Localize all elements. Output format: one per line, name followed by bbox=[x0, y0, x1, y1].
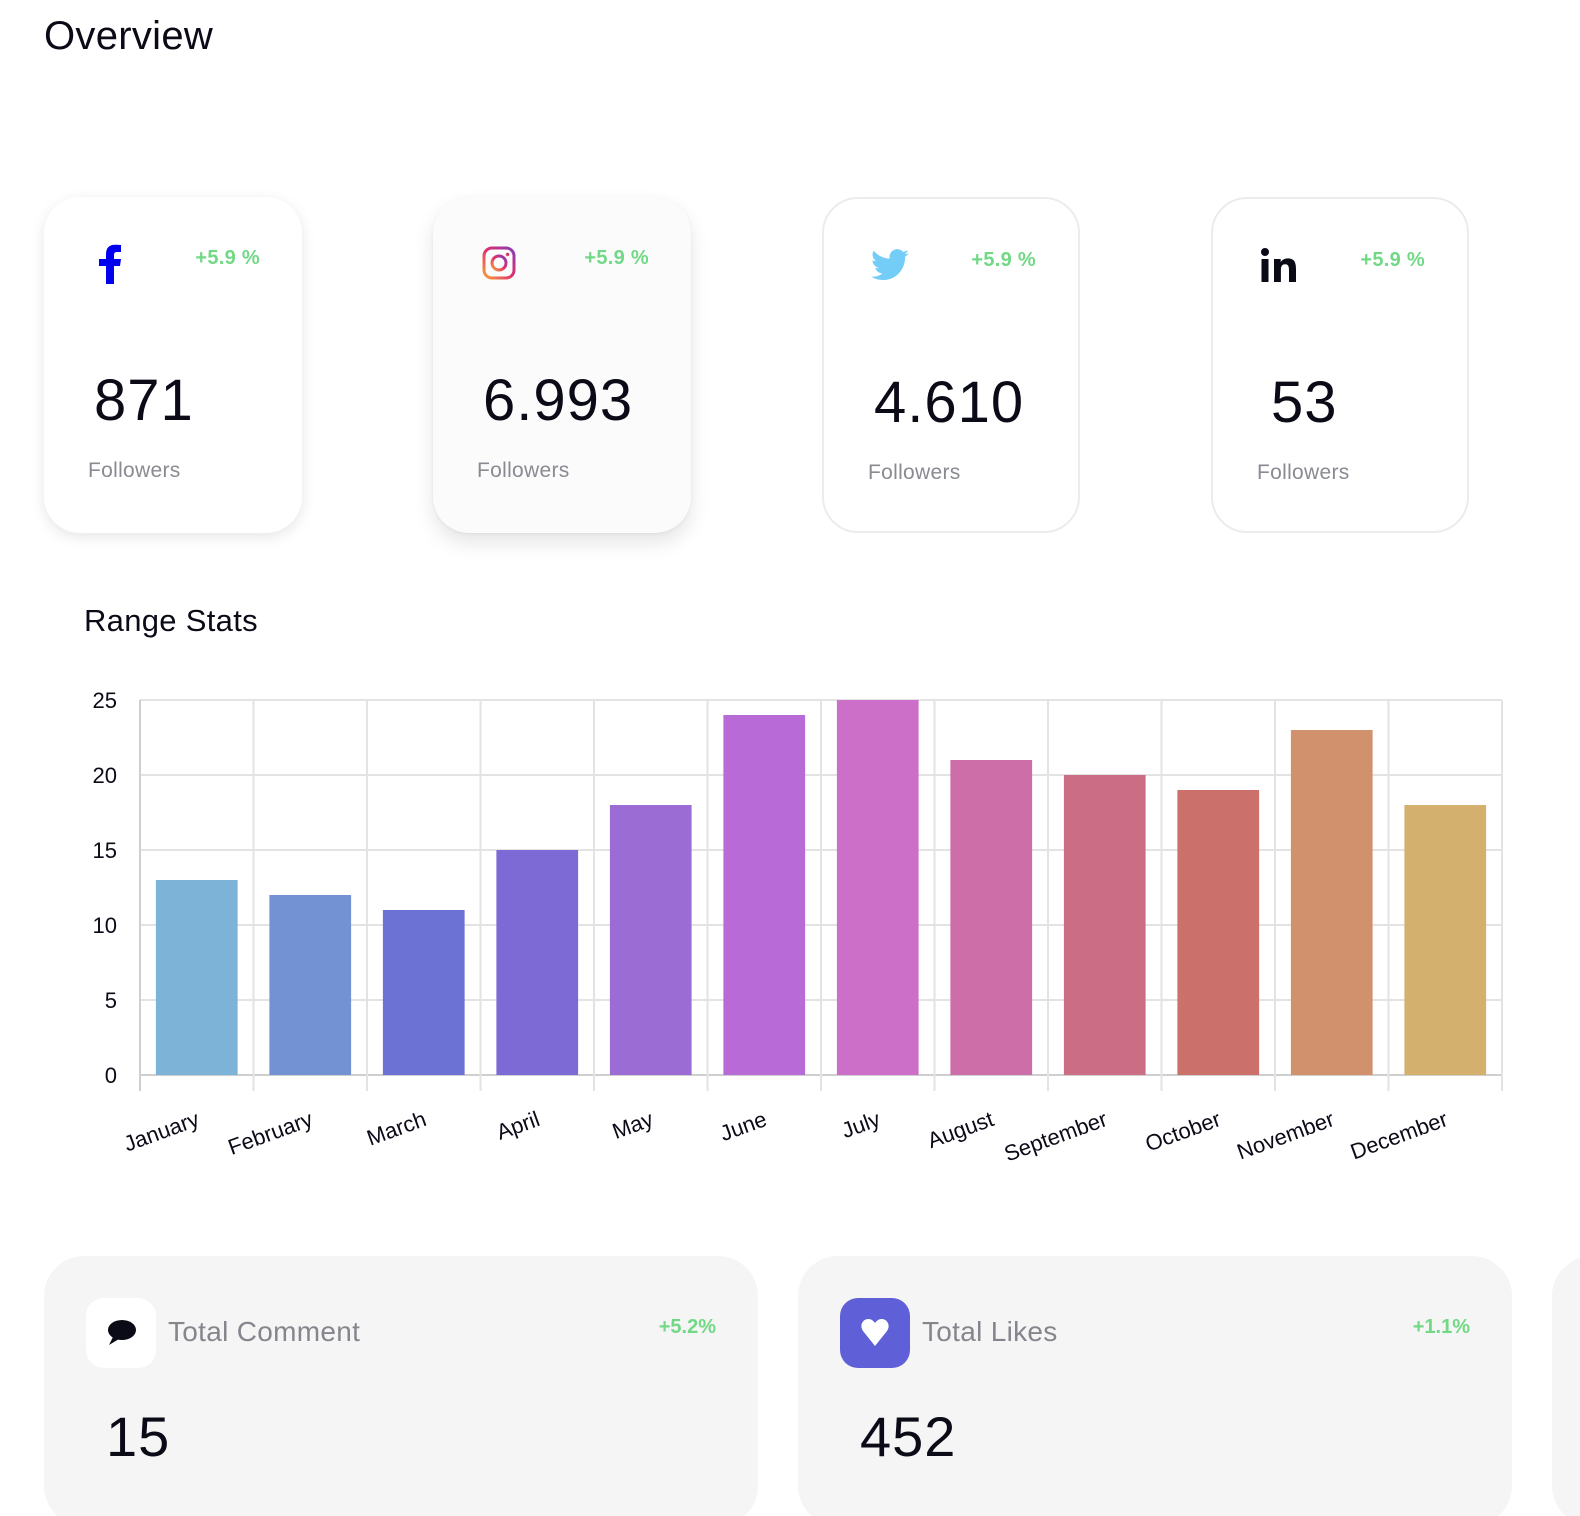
follower-label: Followers bbox=[868, 461, 961, 484]
x-tick-label: June bbox=[717, 1106, 770, 1146]
growth-badge: +5.9 % bbox=[971, 249, 1036, 271]
stat-value: 452 bbox=[860, 1405, 957, 1468]
y-tick-label: 20 bbox=[93, 763, 117, 788]
bar-september bbox=[1063, 775, 1146, 1075]
bar-july bbox=[836, 700, 919, 1075]
x-tick-label: September bbox=[1001, 1106, 1111, 1166]
heart-icon-box bbox=[840, 1298, 910, 1368]
stat-title: Total Likes bbox=[922, 1316, 1058, 1347]
y-tick-label: 5 bbox=[105, 988, 117, 1013]
follower-label: Followers bbox=[477, 459, 570, 482]
x-tick-label: August bbox=[924, 1106, 997, 1153]
follower-label: Followers bbox=[88, 459, 181, 482]
instagram-card[interactable]: +5.9 % 6.993 Followers bbox=[433, 197, 691, 533]
follower-count: 53 bbox=[1271, 370, 1338, 435]
total-likes-card[interactable]: Total Likes +1.1% 452 bbox=[798, 1256, 1512, 1516]
bar-august bbox=[950, 760, 1033, 1075]
follower-count: 6.993 bbox=[483, 368, 634, 433]
x-tick-label: November bbox=[1234, 1106, 1338, 1164]
y-tick-label: 25 bbox=[93, 688, 117, 713]
linkedin-card[interactable]: +5.9 % 53 Followers bbox=[1211, 197, 1469, 533]
twitter-icon bbox=[868, 241, 912, 289]
heart-icon bbox=[861, 1319, 889, 1346]
bar-january bbox=[155, 880, 238, 1075]
x-tick-label: July bbox=[838, 1106, 883, 1143]
comment-icon bbox=[108, 1320, 136, 1345]
growth-badge: +5.9 % bbox=[1360, 249, 1425, 271]
y-tick-label: 15 bbox=[93, 838, 117, 863]
chart-grid bbox=[139, 699, 1503, 1091]
bar-february bbox=[269, 895, 352, 1075]
bar-december bbox=[1404, 805, 1487, 1075]
facebook-card[interactable]: +5.9 % 871 Followers bbox=[44, 197, 302, 533]
growth-badge: +5.9 % bbox=[584, 247, 649, 269]
y-tick-label: 10 bbox=[93, 913, 117, 938]
twitter-card[interactable]: +5.9 % 4.610 Followers bbox=[822, 197, 1080, 533]
x-tick-label: May bbox=[609, 1106, 657, 1144]
growth-badge: +1.1% bbox=[1412, 1316, 1470, 1338]
stat-value: 15 bbox=[106, 1405, 171, 1468]
instagram-icon bbox=[477, 239, 521, 287]
x-axis-ticks: January February March April May June July Augu… bbox=[120, 1106, 1451, 1166]
chart-bars bbox=[155, 700, 1487, 1075]
growth-badge: +5.2% bbox=[658, 1316, 716, 1338]
linkedin-icon bbox=[1257, 241, 1301, 289]
range-stats-title: Range Stats bbox=[84, 603, 258, 638]
y-axis-ticks: 0 5 10 15 20 25 bbox=[93, 688, 117, 1088]
bar-april bbox=[496, 850, 579, 1075]
x-tick-label: April bbox=[493, 1106, 543, 1145]
follower-count: 4.610 bbox=[874, 370, 1025, 435]
bar-june bbox=[723, 715, 806, 1075]
x-tick-label: December bbox=[1347, 1106, 1451, 1164]
comment-icon-box bbox=[86, 1298, 156, 1368]
facebook-icon bbox=[88, 239, 132, 287]
growth-badge: +5.9 % bbox=[195, 247, 260, 269]
x-tick-label: February bbox=[225, 1106, 316, 1160]
follower-label: Followers bbox=[1257, 461, 1350, 484]
x-tick-label: March bbox=[363, 1106, 429, 1150]
y-tick-label: 0 bbox=[105, 1063, 117, 1088]
bar-march bbox=[382, 910, 465, 1075]
bar-november bbox=[1290, 730, 1373, 1075]
x-tick-label: October bbox=[1142, 1106, 1224, 1156]
x-tick-label: January bbox=[120, 1106, 202, 1156]
bar-may bbox=[609, 805, 692, 1075]
stat-title: Total Comment bbox=[168, 1316, 361, 1347]
partial-stat-card bbox=[1552, 1256, 1580, 1516]
follower-count: 871 bbox=[94, 368, 194, 433]
total-comment-card[interactable]: Total Comment +5.2% 15 bbox=[44, 1256, 758, 1516]
page-title: Overview bbox=[44, 14, 214, 58]
bar-october bbox=[1177, 790, 1260, 1075]
